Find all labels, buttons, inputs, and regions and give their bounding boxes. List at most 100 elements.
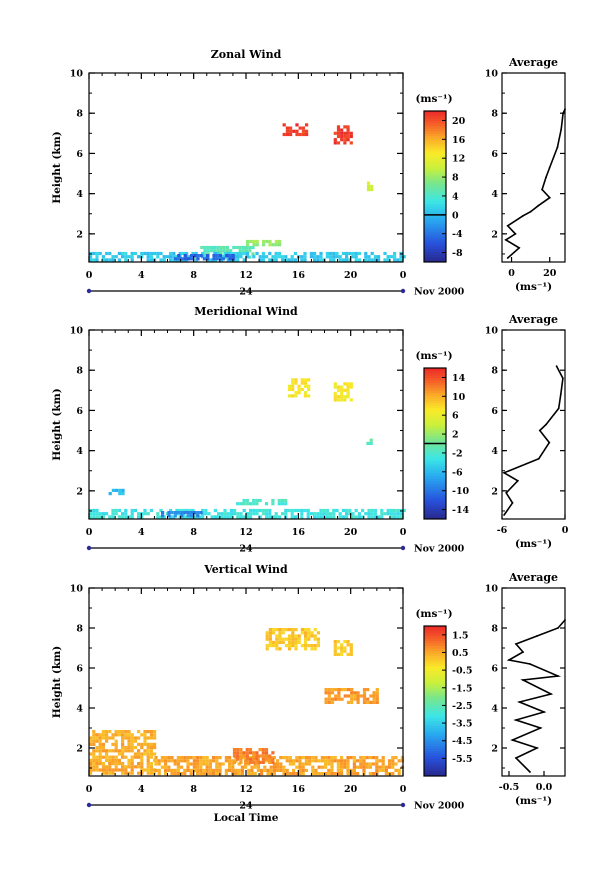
heatmap-cell xyxy=(306,515,310,519)
colorbar-segment xyxy=(424,771,446,774)
colorbar-segment xyxy=(424,390,446,394)
heatmap-cell xyxy=(236,502,240,506)
heatmap-cell xyxy=(121,730,125,734)
heatmap-cell xyxy=(393,251,397,256)
heatmap-cell xyxy=(336,131,341,135)
heatmap-cell xyxy=(213,249,217,253)
heatmap-cell xyxy=(89,742,93,746)
heatmap-cell xyxy=(202,759,206,763)
heatmap-cell xyxy=(124,512,128,516)
heatmap-cell xyxy=(124,755,128,759)
heatmap-cell xyxy=(114,733,118,737)
heatmap-cell xyxy=(269,768,273,772)
heatmap-cell xyxy=(98,736,102,740)
x-tick-label: 8 xyxy=(190,270,197,281)
heatmap-cell xyxy=(377,258,381,262)
heatmap-cell xyxy=(208,772,212,776)
heatmap-cell xyxy=(199,768,203,772)
colorbar-segment xyxy=(424,385,446,389)
date-label: 24 xyxy=(239,287,253,298)
heatmap-cell xyxy=(352,765,356,769)
heatmap-cell xyxy=(239,760,243,764)
heatmap-cell xyxy=(252,243,256,247)
heatmap-cell xyxy=(140,765,144,769)
heatmap-cell xyxy=(268,515,272,519)
heatmap-cell xyxy=(169,255,173,259)
heatmap-cell xyxy=(258,498,262,503)
heatmap-cell xyxy=(236,515,240,519)
heatmap-cell xyxy=(368,765,372,769)
heatmap-cell xyxy=(340,391,344,396)
heatmap-cell xyxy=(381,759,385,763)
heatmap-cell xyxy=(301,129,305,133)
heatmap-cell xyxy=(239,515,243,519)
heatmap-cell xyxy=(389,512,393,516)
heatmap-cell xyxy=(340,762,344,766)
heatmap-cell xyxy=(276,768,280,772)
heatmap-cell xyxy=(319,258,323,262)
heatmap-cell xyxy=(196,511,200,515)
average-profile-point xyxy=(537,457,540,460)
heatmap-cell xyxy=(327,759,331,763)
heatmap-cell xyxy=(375,762,379,766)
colorbar-segment xyxy=(424,173,446,177)
heatmap-cell xyxy=(170,759,174,763)
heatmap-cell xyxy=(278,239,282,244)
colorbar-segment xyxy=(424,118,446,122)
heatmap-cell xyxy=(219,245,223,250)
heatmap-cell xyxy=(101,733,105,737)
heatmap-cell xyxy=(310,644,314,648)
heatmap-cell xyxy=(294,647,298,651)
heatmap-cell xyxy=(153,733,157,737)
heatmap-cell xyxy=(295,765,299,769)
heatmap-cell xyxy=(292,759,296,763)
heatmap-cell xyxy=(241,249,245,253)
heatmap-cell xyxy=(176,768,180,772)
heatmap-cell xyxy=(98,758,102,762)
heatmap-cell xyxy=(346,688,351,692)
heatmap-cell xyxy=(329,512,333,516)
colorbar-segment xyxy=(424,508,446,512)
heatmap-cell xyxy=(183,257,187,261)
colorbar-segment xyxy=(424,168,446,172)
heatmap-cell xyxy=(105,758,109,762)
heatmap-cell xyxy=(291,394,295,398)
heatmap-cell xyxy=(265,239,269,244)
heatmap-cell xyxy=(101,762,105,766)
heatmap-cell xyxy=(304,759,308,763)
heatmap-cell xyxy=(343,694,347,698)
heatmap-cell xyxy=(375,688,379,692)
colorbar-segment xyxy=(424,408,446,412)
heatmap-cell xyxy=(127,736,131,740)
heatmap-cell xyxy=(378,759,382,763)
heatmap-cell xyxy=(137,512,141,516)
heatmap-cell xyxy=(394,762,398,766)
heatmap-cell xyxy=(205,762,209,766)
heatmap-cell xyxy=(325,255,329,259)
colorbar-segment xyxy=(424,738,446,742)
heatmap-cell xyxy=(304,644,308,648)
colorbar-tick-label: 0.5 xyxy=(452,648,469,659)
heatmap-cell xyxy=(140,733,144,737)
heatmap-cell xyxy=(343,141,347,145)
heatmap-cell xyxy=(281,631,285,635)
heatmap-cell xyxy=(255,251,259,256)
heatmap-cell xyxy=(353,691,357,695)
colorbar-tick-label: -6 xyxy=(452,467,463,478)
colorbar-segment xyxy=(424,723,446,727)
heatmap-cell xyxy=(124,251,128,256)
colorbar-segment xyxy=(424,691,446,694)
heatmap-cell xyxy=(98,739,102,743)
heatmap-cell xyxy=(92,758,96,762)
heatmap-cell xyxy=(354,255,358,259)
heatmap-cell xyxy=(343,649,347,653)
heatmap-cell xyxy=(349,652,353,656)
colorbar-segment xyxy=(424,718,446,722)
heatmap-cell xyxy=(156,512,160,516)
colorbar-segment xyxy=(424,209,446,213)
heatmap-cell xyxy=(304,640,308,644)
heatmap-cell xyxy=(196,768,200,772)
heatmap-cell xyxy=(130,771,134,775)
heatmap-cell xyxy=(291,384,295,388)
heatmap-cell xyxy=(372,691,376,695)
